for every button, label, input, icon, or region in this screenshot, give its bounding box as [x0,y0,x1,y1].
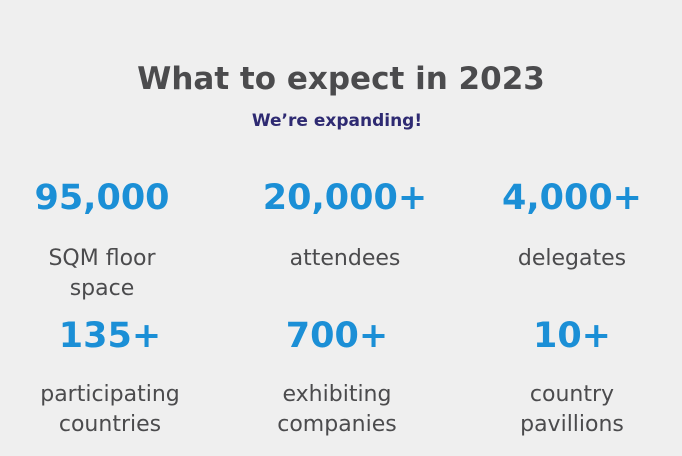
stat-label: attendees [289,246,401,271]
stat-value: 20,000+ [262,178,428,218]
stat-exhibiting-companies: 700+ exhibiting companies [237,316,437,437]
stat-label: country pavillions [520,382,624,437]
stat-label: participating countries [40,382,180,437]
stat-value: 700+ [285,316,389,356]
stat-value: 135+ [58,316,162,356]
stat-label: exhibiting companies [277,382,397,437]
stat-label: delegates [517,246,627,271]
stat-value: 95,000 [34,178,170,218]
stat-participating-countries: 135+ participating countries [10,316,210,437]
stat-delegates: 4,000+ delegates [472,178,672,271]
stat-value: 4,000+ [501,178,643,218]
page-subtitle: We’re expanding! [251,111,423,131]
stat-value: 10+ [532,316,612,356]
stat-label: SQM floor space [48,246,156,301]
stat-country-pavillions: 10+ country pavillions [472,316,672,437]
stat-attendees: 20,000+ attendees [245,178,445,271]
stat-floor-space: 95,000 SQM floor space [2,178,202,301]
page-title: What to expect in 2023 [137,61,545,97]
